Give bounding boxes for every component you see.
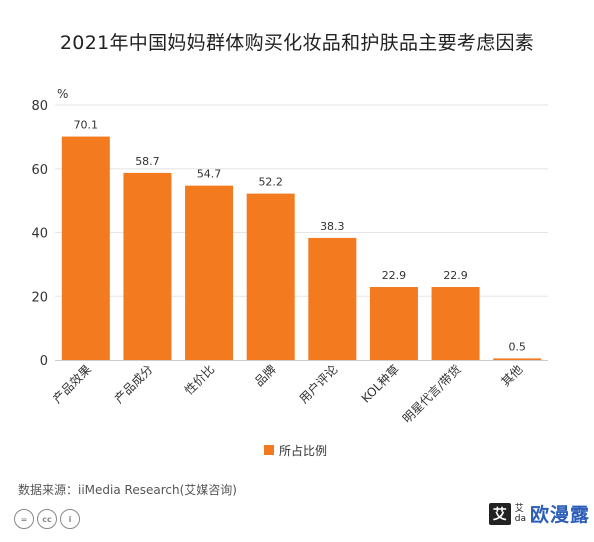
x-tick-label: 明星代言/带货 [399,362,463,426]
x-tick-label: 产品效果 [49,362,94,407]
watermark-logo: 艾 [488,502,511,525]
x-tick-label: 其他 [498,362,525,389]
license-icons: = cc i [14,509,80,529]
cc-zero-icon: = [14,509,34,529]
data-label: 52.2 [258,176,283,189]
watermark-text: 欧漫露 [529,504,590,526]
data-label: 38.3 [320,220,345,233]
legend-swatch [264,445,274,455]
bar [493,358,542,360]
y-tick-label: 40 [31,227,48,242]
data-label: 58.7 [135,155,160,168]
bar [369,287,418,360]
watermark: 艾 艾 da 欧漫露 [488,500,590,527]
cc-icon: cc [37,509,57,529]
legend-label: 所占比例 [279,443,327,458]
bar [185,185,234,360]
source-note: 数据来源：iiMedia Research(艾媒咨询) [18,483,237,497]
bar [123,172,172,360]
x-tick-label: 用户评论 [296,362,341,407]
data-label: 0.5 [508,340,526,353]
watermark-small-bottom: da [514,513,526,524]
y-axis-unit: % [57,87,68,101]
bar-chart: 0 20 40 60 80% 70.1 产品效果 58.7 产品成分 54.7 性价比 52.2 品牌 3… [31,87,548,458]
watermark-small: 艾 da [515,504,526,524]
data-label: 22.9 [443,269,468,282]
y-tick-label: 80 [31,99,48,114]
y-tick-label: 60 [31,163,48,178]
bar [61,136,110,360]
y-tick-label: 0 [40,354,48,369]
data-label: 70.1 [74,119,99,132]
watermark-small-top: 艾 [514,503,524,514]
bar [431,287,480,360]
chart-title: 2021年中国妈妈群体购买化妆品和护肤品主要考虑因素 [59,32,535,54]
data-label: 22.9 [382,269,407,282]
x-tick-label: 性价比 [182,362,217,397]
x-tick-label: 品牌 [252,362,279,389]
data-label: 54.7 [197,168,222,181]
cc-by-icon: i [60,509,80,529]
y-tick-label: 20 [31,290,48,305]
x-tick-label: 产品成分 [112,362,156,406]
bar [308,237,357,360]
bar [246,193,295,360]
x-tick-label: KOL种草 [359,362,402,405]
